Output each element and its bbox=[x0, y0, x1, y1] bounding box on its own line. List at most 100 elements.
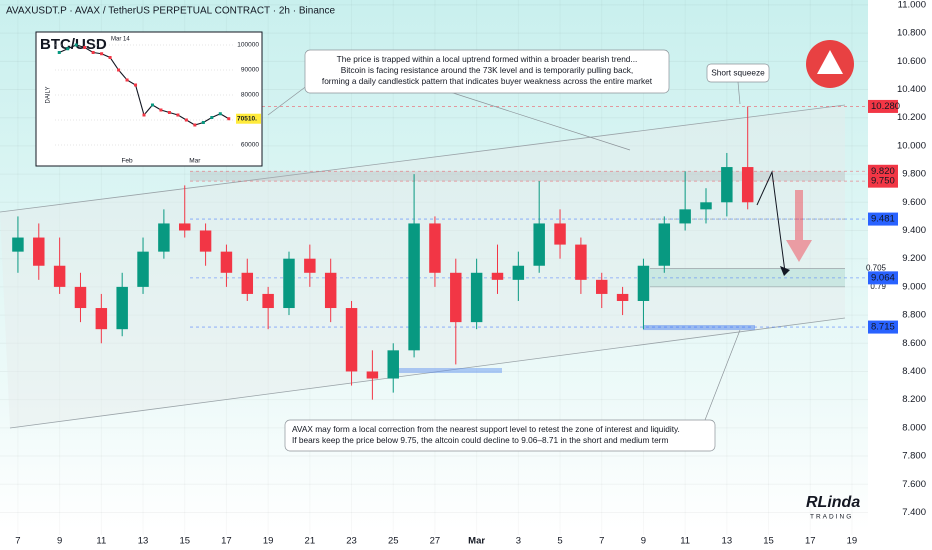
candle-body bbox=[33, 237, 45, 266]
level-tag bbox=[868, 320, 898, 334]
y-tick-label: 8.600 bbox=[902, 338, 926, 349]
x-tick-label: 25 bbox=[388, 536, 399, 547]
level-label: 10.280 bbox=[871, 101, 900, 112]
candle-body bbox=[470, 272, 483, 323]
projection bbox=[756, 170, 786, 273]
y-tick-label: 10.800 bbox=[897, 28, 926, 39]
candle-body bbox=[387, 350, 399, 379]
x-tick-label: 7 bbox=[599, 536, 604, 547]
candles bbox=[12, 106, 754, 400]
x-tick-label: 23 bbox=[346, 536, 357, 547]
inset-point bbox=[184, 118, 188, 122]
level-label: 9.481 bbox=[871, 214, 895, 225]
note-text: The price is trapped within a local uptr… bbox=[337, 54, 638, 64]
note-text: Short squeeze bbox=[711, 68, 765, 78]
channel-bottom bbox=[9, 317, 846, 429]
note-text: Bitcoin is facing resistance around the … bbox=[341, 65, 633, 75]
x-tick-label: 13 bbox=[722, 536, 733, 547]
y-tick-label: 9.200 bbox=[902, 253, 926, 264]
y-tick-label: 11.000 bbox=[898, 0, 926, 10]
level-tag bbox=[868, 164, 898, 178]
x-tick-label: 17 bbox=[221, 536, 232, 547]
candle-body bbox=[74, 286, 87, 309]
candle-body bbox=[533, 223, 545, 266]
candle-body bbox=[324, 272, 337, 309]
x-tick-label: 13 bbox=[138, 536, 149, 547]
y-tick-label: 8.000 bbox=[902, 422, 926, 433]
x-tick-label: 11 bbox=[680, 536, 690, 547]
candle-body bbox=[241, 272, 254, 294]
inset-point bbox=[150, 103, 154, 107]
x-tick-label: 9 bbox=[57, 536, 62, 547]
candle-body bbox=[658, 223, 671, 266]
candle-body bbox=[220, 251, 233, 273]
inset-last-tag bbox=[236, 113, 261, 124]
candle-body bbox=[408, 223, 420, 351]
note-box bbox=[706, 63, 770, 83]
level-tag bbox=[868, 271, 898, 285]
candle-body bbox=[366, 371, 379, 379]
note-pointer bbox=[704, 329, 741, 421]
inset-x-tick-label: Mar bbox=[189, 158, 201, 165]
candle-body bbox=[596, 279, 608, 294]
x-tick-label: 15 bbox=[179, 536, 190, 547]
inset-point bbox=[142, 113, 146, 117]
candle-body bbox=[116, 286, 128, 330]
inset-chart: BTC/USD Mar 14 DAILY 6000070000800009000… bbox=[35, 31, 263, 167]
header: AVAXUSDT.P · AVAX / TetherUS PERPETUAL C… bbox=[6, 6, 335, 17]
candle-body bbox=[741, 167, 754, 203]
channel-fill bbox=[0, 105, 845, 428]
inset-point bbox=[66, 47, 70, 51]
y-tick-label: 10.200 bbox=[897, 112, 926, 123]
candle-body bbox=[575, 244, 587, 280]
fib-zone bbox=[650, 268, 845, 287]
logo-tagline: TRADING bbox=[810, 514, 853, 521]
level-tag bbox=[868, 99, 898, 113]
level-tag bbox=[868, 174, 898, 188]
level-label: 8.715 bbox=[871, 322, 895, 333]
inset-point bbox=[108, 56, 112, 59]
avax-logo-mark bbox=[817, 50, 843, 74]
inset-title: BTC/USD bbox=[40, 36, 107, 53]
y-tick-label: 9.600 bbox=[902, 197, 926, 208]
candle-body bbox=[262, 293, 274, 309]
inset-y-tick-label: 60000 bbox=[241, 142, 259, 149]
axes: 7.400 7.600 7.800 8.000 8.200 8.400 8.600 8.800… bbox=[15, 0, 926, 547]
inset-point bbox=[125, 78, 129, 82]
inset-subtitle: Mar 14 bbox=[111, 37, 130, 43]
inset-point bbox=[100, 52, 104, 56]
inset-point bbox=[57, 51, 61, 54]
note-pointer bbox=[267, 84, 309, 116]
candle-body bbox=[53, 265, 66, 287]
candle-body bbox=[158, 223, 170, 252]
x-tick-label: Mar bbox=[468, 536, 485, 547]
note-box bbox=[284, 419, 716, 452]
inset-point bbox=[210, 116, 214, 119]
grid bbox=[0, 4, 868, 513]
candle-body bbox=[679, 209, 691, 224]
candle-body bbox=[637, 265, 650, 301]
note-squeeze: Short squeeze bbox=[706, 63, 770, 105]
note-bottom: AVAX may form a local correction from th… bbox=[284, 329, 741, 452]
inset-last-label: 70510. bbox=[237, 115, 257, 122]
x-tick-label: 5 bbox=[557, 536, 562, 547]
y-tick-label: 10.600 bbox=[897, 56, 926, 67]
note-pointer bbox=[449, 91, 631, 151]
x-tick-label: 19 bbox=[847, 536, 858, 547]
x-tick-label: 17 bbox=[805, 536, 816, 547]
projection-head bbox=[780, 266, 790, 276]
y-tick-label: 7.800 bbox=[902, 451, 926, 462]
inset-point bbox=[218, 112, 222, 116]
inset-point bbox=[134, 83, 138, 87]
candle-body bbox=[179, 223, 191, 231]
inset-point bbox=[167, 111, 171, 114]
fib-label: 0.79 bbox=[870, 282, 886, 291]
inset-point bbox=[91, 51, 95, 54]
level-label: 9.820 bbox=[871, 166, 895, 177]
y-tick-label: 8.800 bbox=[902, 310, 926, 321]
inset-point bbox=[193, 123, 197, 127]
y-tick-label: 10.000 bbox=[897, 140, 926, 151]
